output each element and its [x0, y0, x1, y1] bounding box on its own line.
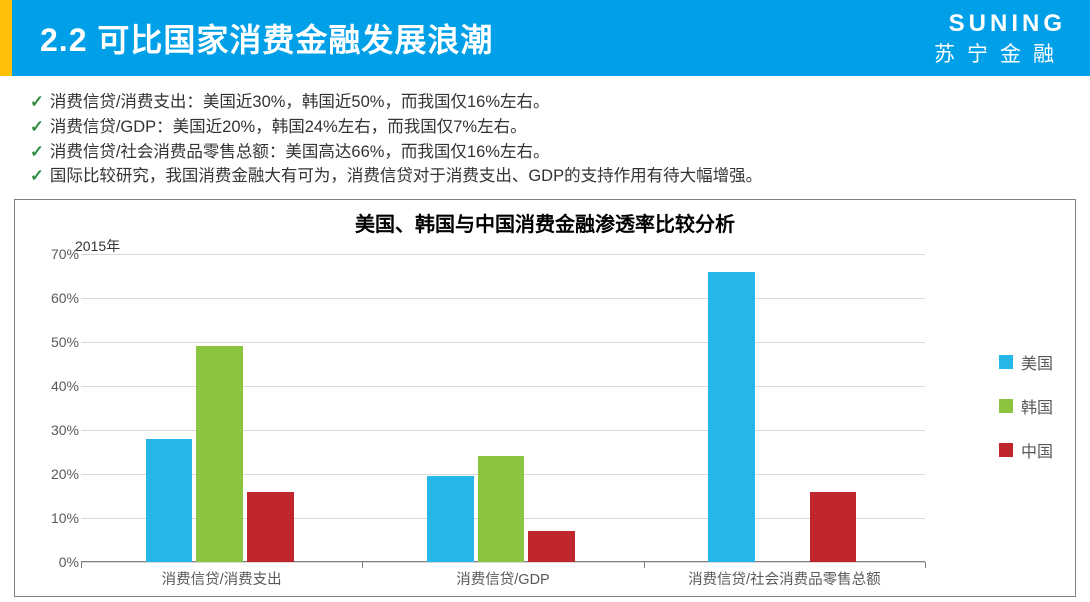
logo-main: SUNING	[934, 10, 1066, 38]
legend-swatch	[999, 399, 1013, 413]
chart-frame: 美国、韩国与中国消费金融渗透率比较分析 2015年 0% 10% 20% 30% 40%…	[14, 199, 1076, 597]
bullet-item: ✓国际比较研究，我国消费金融大有可为，消费信贷对于消费支出、GDP的支持作用有待…	[30, 164, 1060, 189]
x-tick	[925, 562, 926, 568]
legend-label: 韩国	[1021, 394, 1053, 418]
y-tick-label: 30%	[31, 422, 79, 438]
gridline	[81, 342, 925, 343]
y-tick-label: 10%	[31, 510, 79, 526]
logo-sub: 苏宁金融	[934, 38, 1066, 68]
bullet-text: 消费信贷/GDP：美国近20%，韩国24%左右，而我国仅7%左右。	[50, 115, 527, 140]
checkmark-icon: ✓	[30, 164, 44, 189]
gridline	[81, 298, 925, 299]
legend-item: 韩国	[999, 394, 1053, 418]
chart-year-label: 2015年	[75, 236, 120, 256]
bullet-text: 消费信贷/社会消费品零售总额：美国高达66%，而我国仅16%左右。	[50, 140, 550, 165]
legend-label: 中国	[1021, 438, 1053, 462]
bar	[247, 492, 294, 562]
bar	[196, 346, 243, 562]
bullet-item: ✓消费信贷/GDP：美国近20%，韩国24%左右，而我国仅7%左右。	[30, 115, 1060, 140]
y-tick-label: 50%	[31, 334, 79, 350]
legend-swatch	[999, 355, 1013, 369]
checkmark-icon: ✓	[30, 90, 44, 115]
y-tick-label: 60%	[31, 290, 79, 306]
checkmark-icon: ✓	[30, 115, 44, 140]
y-tick-label: 70%	[31, 246, 79, 262]
bar	[810, 492, 857, 562]
x-tick-label: 消费信贷/社会消费品零售总额	[688, 568, 881, 589]
legend-item: 中国	[999, 438, 1053, 462]
x-tick-label: 消费信贷/消费支出	[162, 568, 282, 589]
logo-block: SUNING 苏宁金融	[934, 10, 1066, 68]
y-tick-label: 40%	[31, 378, 79, 394]
bullet-item: ✓消费信贷/社会消费品零售总额：美国高达66%，而我国仅16%左右。	[30, 140, 1060, 165]
plot-area	[81, 254, 925, 562]
bullet-text: 消费信贷/消费支出：美国近30%，韩国近50%，而我国仅16%左右。	[50, 90, 550, 115]
bar	[427, 476, 474, 562]
bar	[146, 439, 193, 562]
legend-swatch	[999, 443, 1013, 457]
y-tick-label: 20%	[31, 466, 79, 482]
bullet-item: ✓消费信贷/消费支出：美国近30%，韩国近50%，而我国仅16%左右。	[30, 90, 1060, 115]
x-tick-label: 消费信贷/GDP	[456, 568, 549, 589]
legend: 美国韩国中国	[999, 350, 1053, 482]
bar	[708, 272, 755, 562]
gridline	[81, 562, 925, 563]
y-axis-labels: 0%10%20%30%40%50%60%70%	[31, 254, 79, 562]
bar	[478, 456, 525, 562]
x-axis-labels: 消费信贷/消费支出 消费信贷/GDP 消费信贷/社会消费品零售总额	[81, 568, 925, 588]
bar	[528, 531, 575, 562]
legend-label: 美国	[1021, 350, 1053, 374]
header-band: 2.2 可比国家消费金融发展浪潮 SUNING 苏宁金融	[0, 0, 1090, 76]
checkmark-icon: ✓	[30, 140, 44, 165]
bullet-text: 国际比较研究，我国消费金融大有可为，消费信贷对于消费支出、GDP的支持作用有待大…	[50, 164, 762, 189]
slide-title: 2.2 可比国家消费金融发展浪潮	[40, 15, 493, 61]
legend-item: 美国	[999, 350, 1053, 374]
chart-title: 美国、韩国与中国消费金融渗透率比较分析	[15, 200, 1075, 237]
gridline	[81, 254, 925, 255]
y-tick-label: 0%	[31, 554, 79, 570]
bullet-list: ✓消费信贷/消费支出：美国近30%，韩国近50%，而我国仅16%左右。✓消费信贷…	[0, 76, 1090, 195]
accent-bar	[0, 0, 12, 76]
